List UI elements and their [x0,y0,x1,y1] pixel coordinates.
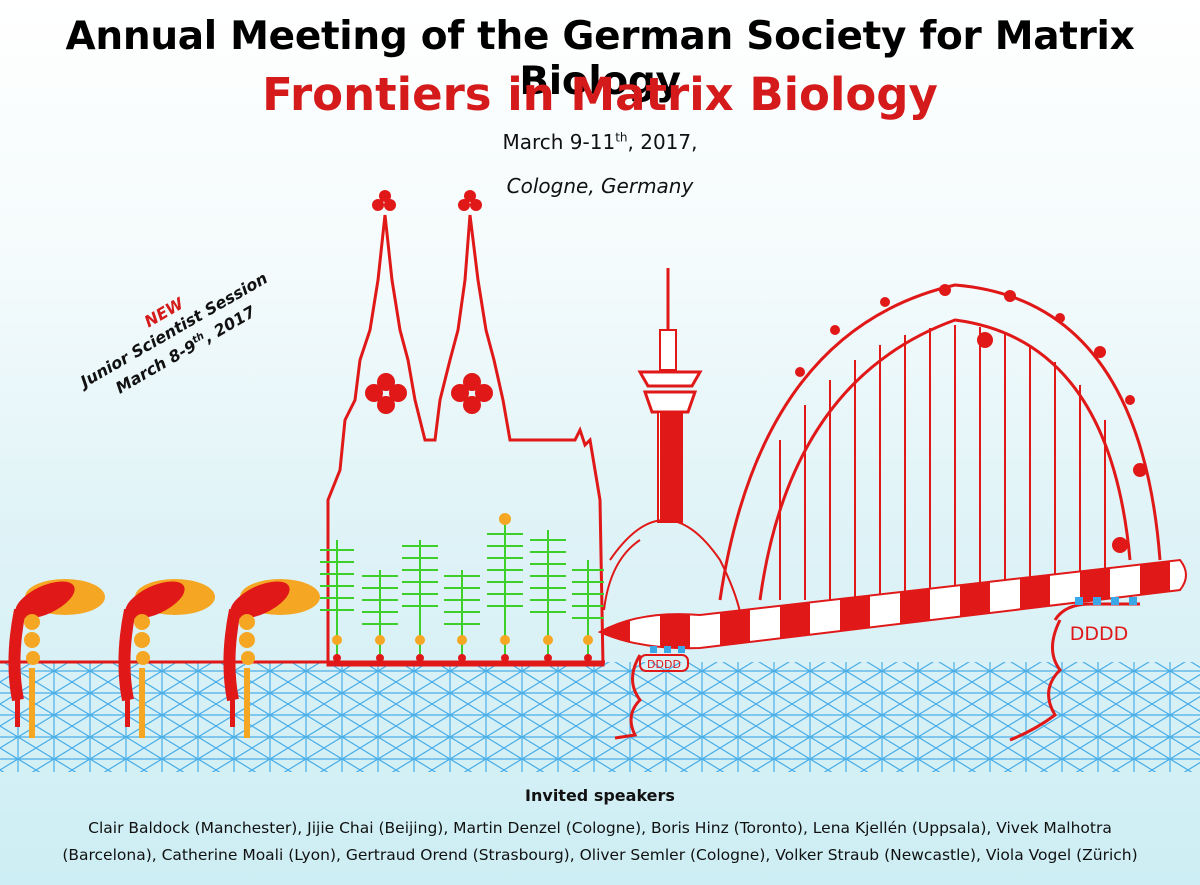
integrin-molecules [8,579,320,738]
event-location: Cologne, Germany [506,174,694,198]
speakers-line-1: Clair Baldock (Manchester), Jijie Chai (… [88,819,1112,837]
bridge-proteins [614,619,1062,742]
speakers-line-2: (Barcelona), Catherine Moali (Lyon), Ger… [62,846,1138,864]
brush-anchors [332,513,593,662]
poster-title: Annual Meeting of the German Society for… [65,14,1135,104]
cathedral-outline [326,214,605,667]
matrix-mesh [0,660,1200,772]
speakers-heading: Invited speakers [525,786,675,805]
bridge-domain-label-small: DDDD [647,658,681,671]
bridge-domain-label-large: DDDD [1070,623,1129,645]
bridge-arch [718,283,1162,601]
bridge-deck [597,558,1187,650]
event-dates-tail: , 2017, [627,130,698,154]
arch-nodes [795,284,1147,553]
poster-subtitle: Frontiers in Matrix Biology [262,68,938,121]
bridge-label-right: DDDD [650,597,1140,653]
cathedral-ornaments [365,190,493,414]
bridge-label-left: DDDD [639,654,689,672]
tv-tower [603,268,741,613]
event-dates-main: March 9-11 [502,130,616,154]
speakers-list: Clair Baldock (Manchester), Jijie Chai (… [12,815,1188,869]
event-dates: March 9-11th, 2017, [0,130,1200,154]
event-dates-sup: th [615,130,628,145]
bridge-hangers [779,325,1106,600]
